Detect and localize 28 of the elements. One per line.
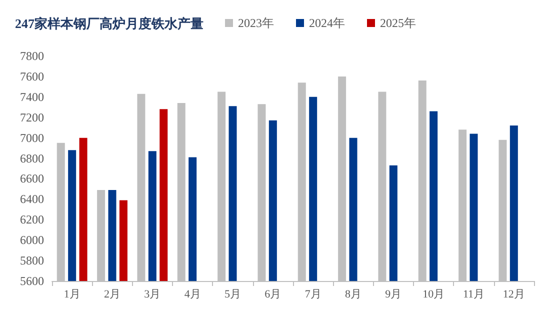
y-tick-label: 5600 bbox=[20, 274, 44, 288]
legend-label: 2023年 bbox=[238, 16, 274, 30]
y-tick-label: 6000 bbox=[20, 233, 44, 248]
y-tick-label: 6400 bbox=[20, 192, 44, 206]
x-tick-label: 5月 bbox=[224, 288, 241, 300]
y-tick-label: 7400 bbox=[20, 90, 44, 104]
x-tick-label: 7月 bbox=[304, 288, 322, 300]
x-tick-label: 8月 bbox=[345, 288, 362, 300]
x-tick-label: 3月 bbox=[144, 288, 161, 300]
y-tick-label: 6200 bbox=[20, 212, 44, 227]
x-tick-label: 12月 bbox=[502, 288, 525, 300]
chart-title: 247家样本钢厂高炉月度铁水产量 bbox=[15, 16, 204, 31]
x-tick-label: 1月 bbox=[64, 288, 80, 300]
x-tick-label: 4月 bbox=[184, 288, 201, 300]
y-tick-label: 7600 bbox=[20, 69, 44, 84]
y-tick-label: 5800 bbox=[20, 254, 44, 268]
x-tick-label: 2月 bbox=[104, 288, 120, 300]
y-tick-label: 7800 bbox=[20, 49, 44, 63]
x-tick-label: 9月 bbox=[385, 288, 402, 300]
legend-label: 2024年 bbox=[309, 16, 345, 30]
legend-label: 2025年 bbox=[380, 16, 416, 30]
y-tick-label: 7200 bbox=[20, 110, 44, 124]
y-tick-label: 6600 bbox=[20, 172, 44, 186]
y-tick-label: 6800 bbox=[20, 151, 44, 166]
x-tick-label: 6月 bbox=[264, 288, 282, 300]
y-tick-label: 7000 bbox=[20, 130, 44, 145]
x-tick-label: 10月 bbox=[422, 288, 445, 300]
x-tick-label: 11月 bbox=[462, 288, 485, 300]
